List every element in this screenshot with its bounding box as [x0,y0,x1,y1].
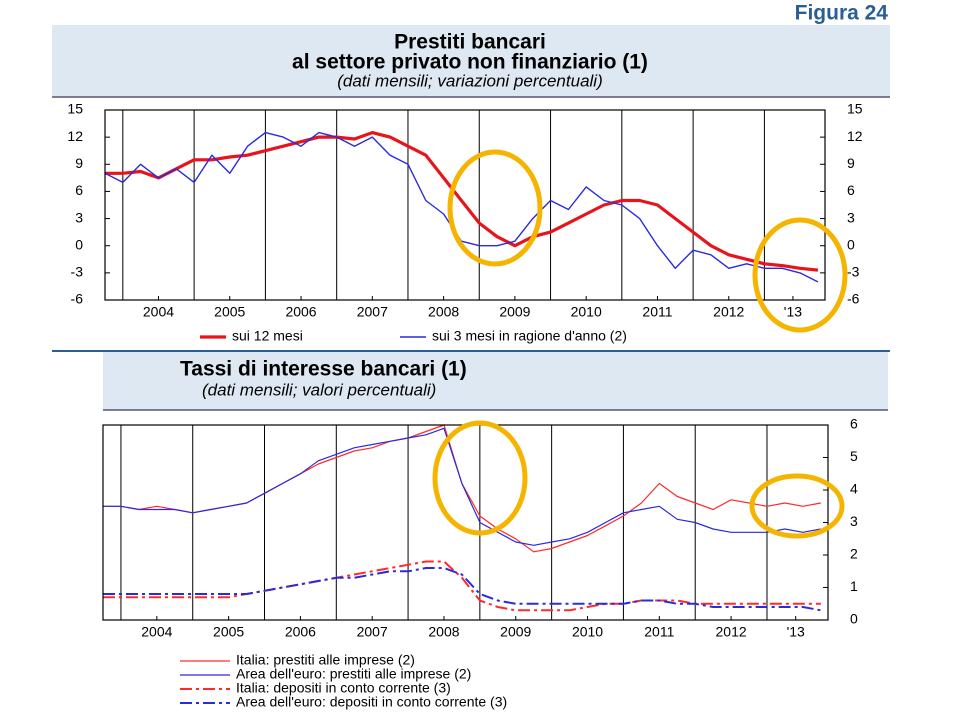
x-tick-label: 2009 [500,624,531,640]
y-tick-label: 15 [847,101,863,117]
highlight-ellipse [432,420,528,536]
x-tick-label: 2006 [285,624,316,640]
x-tick-label: 2008 [428,624,459,640]
y-tick-label: 6 [75,182,83,198]
x-tick-label: 2011 [644,624,674,640]
series-line [105,131,819,272]
legend-label: sui 12 mesi [232,328,303,344]
y-tick-label: 4 [850,481,858,497]
x-tick-label: '13 [784,304,802,320]
x-tick-label: 2007 [357,624,388,640]
y-tick-label: 0 [850,611,858,627]
highlight-ellipse [749,473,845,539]
y-tick-label: 0 [75,236,83,252]
y-tick-label: 6 [847,182,855,198]
legend-label: Italia: depositi in conto corrente (3) [236,680,451,696]
x-tick-label: 2012 [716,624,747,640]
y-tick-label: 15 [67,101,83,117]
y-tick-label: 0 [847,236,855,252]
y-tick-label: 3 [850,513,858,529]
chart-subtitle: (dati mensili; valori percentuali) [202,380,436,399]
series-line [103,427,821,546]
y-tick-label: 9 [847,155,855,171]
header-band [103,352,888,410]
y-tick-label: -6 [847,291,860,307]
figure-label: Figura 24 [795,2,889,25]
highlights [432,149,848,539]
highlight-ellipse [752,217,848,333]
x-tick-label: 2012 [713,304,744,320]
y-tick-label: -3 [847,264,860,280]
legend-label: sui 3 mesi in ragione d'anno (2) [432,328,627,344]
highlight-ellipse [447,149,543,267]
y-tick-label: 3 [75,209,83,225]
x-tick-label: 2004 [143,304,174,320]
header-band [52,25,890,97]
x-tick-label: 2008 [428,304,459,320]
y-tick-label: 9 [75,155,83,171]
x-tick-label: 2005 [214,304,245,320]
y-tick-label: 2 [850,546,858,562]
x-tick-label: 2009 [499,304,530,320]
legend-label: Italia: prestiti alle imprese (2) [236,652,415,668]
x-tick-label: 2010 [571,304,602,320]
chart-subtitle: (dati mensili; variazioni percentuali) [337,71,603,90]
legend-label: Area dell'euro: prestiti alle imprese (2… [236,666,471,682]
y-tick-label: 12 [67,128,83,144]
x-tick-label: 2010 [572,624,603,640]
y-tick-label: 3 [847,209,855,225]
x-tick-label: 2006 [285,304,316,320]
x-tick-label: 2007 [357,304,388,320]
x-tick-label: 2004 [141,624,172,640]
plot-area [103,425,828,620]
chart-title: Tassi di interesse bancari (1) [180,358,467,381]
y-tick-label: 1 [850,578,858,594]
x-tick-label: 2011 [642,304,672,320]
chart-title: al settore privato non finanziario (1) [292,51,648,74]
y-tick-label: 5 [850,448,858,464]
legend-label: Area dell'euro: depositi in conto corren… [236,694,507,710]
plot-frame [104,109,826,301]
chart-title: Prestiti bancari [394,31,546,54]
y-tick-label: -6 [71,291,84,307]
series-line [103,567,821,612]
y-tick-label: 6 [850,416,858,432]
y-tick-label: -3 [71,264,84,280]
x-tick-label: 2005 [213,624,244,640]
x-tick-label: '13 [787,624,805,640]
series-line [103,560,821,612]
y-tick-label: 12 [847,128,863,144]
chart: Tassi di interesse bancari (1)(dati mens… [102,358,858,710]
